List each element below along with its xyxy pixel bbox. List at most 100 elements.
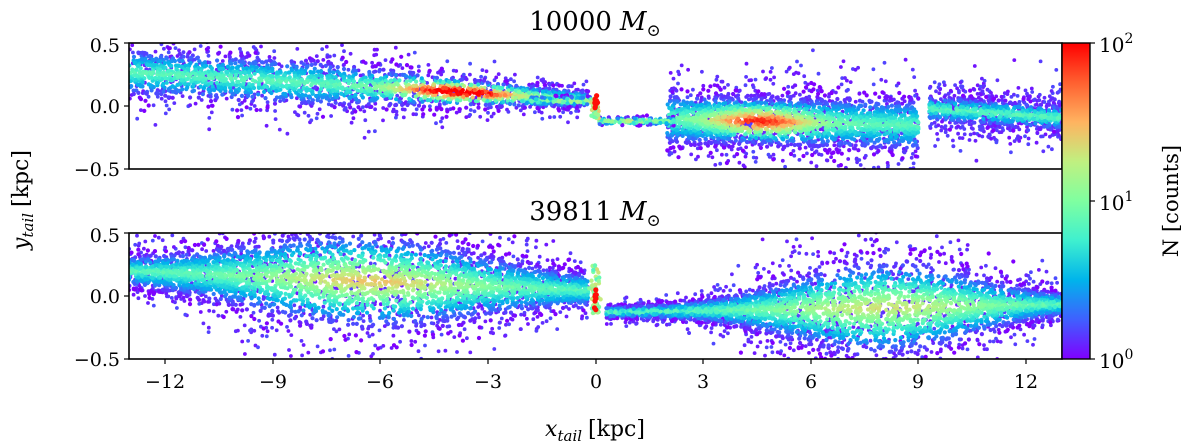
scatter-point (585, 94, 590, 99)
scatter-point (719, 79, 724, 84)
scatter-point (503, 93, 508, 98)
scatter-point (724, 173, 728, 177)
scatter-point (706, 88, 711, 93)
scatter-point (691, 87, 695, 92)
scatter-point (275, 70, 280, 75)
scatter-point (699, 181, 703, 185)
scatter-point (303, 38, 307, 42)
scatter-point (177, 51, 182, 56)
scatter-point (809, 132, 815, 137)
scatter-point (242, 98, 247, 103)
scatter-point (464, 77, 469, 82)
scatter-point (282, 73, 287, 78)
scatter-point (761, 69, 765, 74)
scatter-point (817, 85, 822, 90)
scatter-point (142, 50, 147, 56)
scatter-point (897, 90, 902, 96)
scatter-point (371, 34, 375, 38)
scatter-point (747, 97, 751, 102)
scatter-point (235, 115, 241, 120)
scatter-point (846, 87, 850, 92)
scatter-point (230, 65, 235, 70)
scatter-point (234, 65, 239, 70)
scatter-point (163, 99, 168, 104)
scatter-point (876, 177, 880, 181)
scatter-point (412, 50, 417, 55)
scatter-point (400, 66, 405, 70)
scatter-point (672, 172, 676, 176)
scatter-point (890, 177, 894, 181)
scatter-point (819, 153, 824, 157)
scatter-point (744, 75, 748, 79)
scatter-point (331, 70, 336, 75)
scatter-point (494, 75, 499, 80)
scatter-point (230, 107, 235, 112)
scatter-point (206, 87, 211, 92)
scatter-point (253, 61, 258, 66)
scatter-point (131, 54, 137, 59)
scatter-point (551, 99, 556, 104)
scatter-point (854, 171, 858, 175)
scatter-point (768, 70, 773, 74)
scatter-point (262, 83, 267, 89)
scatter-point (134, 73, 139, 78)
scatter-point (409, 65, 414, 70)
scatter-point (166, 88, 171, 93)
scatter-point (165, 69, 170, 74)
scatter-point (260, 93, 264, 98)
scatter-point (574, 88, 579, 92)
scatter-point (278, 99, 282, 103)
scatter-point (351, 79, 357, 84)
scatter-point (225, 70, 230, 75)
scatter-point (880, 105, 886, 111)
scatter-point (421, 112, 426, 117)
scatter-point (572, 81, 577, 86)
scatter-point (269, 62, 274, 67)
scatter-point (237, 102, 242, 107)
scatter-point (522, 105, 528, 110)
scatter-point (311, 70, 316, 75)
scatter-point (394, 97, 399, 102)
scatter-point (794, 70, 798, 75)
scatter-point (218, 44, 223, 49)
scatter-point (164, 80, 169, 85)
scatter-point (216, 51, 221, 56)
scatter-point (329, 114, 333, 118)
scatter-point (316, 78, 321, 84)
scatter-point (223, 54, 228, 59)
scatter-point (306, 113, 311, 118)
scatter-point (148, 63, 153, 68)
scatter-point (133, 27, 137, 31)
scatter-point (394, 115, 398, 120)
scatter-point (846, 157, 851, 161)
scatter-point (767, 92, 772, 96)
scatter-point (836, 178, 840, 182)
scatter-point (913, 93, 917, 98)
scatter-point (540, 95, 545, 100)
scatter-point (319, 69, 324, 74)
scatter-point (771, 81, 776, 86)
scatter-point (139, 57, 145, 62)
scatter-point (911, 100, 916, 105)
scatter-point (163, 93, 168, 98)
scatter-point (168, 78, 174, 83)
scatter-point (408, 78, 413, 83)
scatter-point (676, 155, 681, 160)
scatter-point (541, 77, 545, 82)
scatter-point (369, 97, 375, 102)
scatter-point (383, 91, 388, 96)
scatter-point (305, 79, 310, 84)
scatter-point (851, 146, 857, 151)
scatter-point (480, 68, 485, 72)
scatter-point (561, 100, 566, 105)
scatter-point (668, 146, 673, 151)
scatter-point (521, 112, 526, 117)
scatter-point (144, 67, 149, 71)
scatter-point (341, 66, 347, 72)
scatter-point (894, 83, 899, 88)
scatter-point (839, 65, 843, 69)
scatter-point (265, 100, 270, 105)
scatter-point (340, 55, 345, 60)
scatter-point (294, 81, 299, 86)
